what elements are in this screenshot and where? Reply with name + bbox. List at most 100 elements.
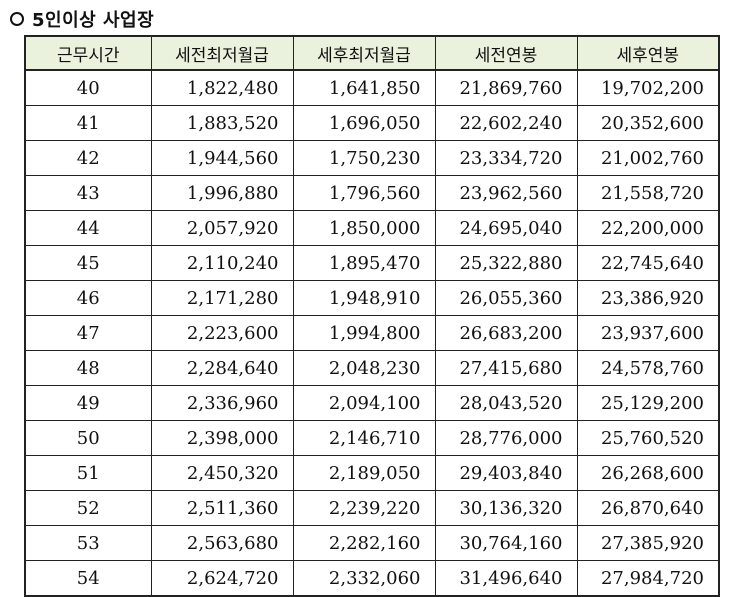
cell-hours: 41 [24,105,152,141]
cell-pretax-annual: 23,334,720 [434,140,578,176]
cell-aftertax-monthly: 1,994,800 [292,315,436,351]
cell-aftertax-annual: 25,760,520 [576,420,720,456]
cell-hours: 54 [24,560,152,597]
cell-pretax-monthly: 2,563,680 [150,525,294,561]
cell-aftertax-monthly: 2,189,050 [292,455,436,491]
cell-aftertax-annual: 27,984,720 [576,560,720,597]
table-row: 54 2,624,720 2,332,060 31,496,640 27,984,720 [24,560,720,597]
cell-pretax-monthly: 1,996,880 [150,175,294,211]
cell-aftertax-monthly: 2,239,220 [292,490,436,526]
column-header-hours: 근무시간 [24,35,152,71]
cell-aftertax-monthly: 1,850,000 [292,210,436,246]
cell-aftertax-monthly: 2,048,230 [292,350,436,386]
column-header-pretax-monthly: 세전최저월급 [150,35,294,71]
cell-aftertax-monthly: 2,332,060 [292,560,436,597]
cell-aftertax-monthly: 1,696,050 [292,105,436,141]
cell-aftertax-monthly: 1,796,560 [292,175,436,211]
table-row: 51 2,450,320 2,189,050 29,403,840 26,268,600 [24,455,720,491]
cell-pretax-annual: 22,602,240 [434,105,578,141]
cell-pretax-monthly: 2,398,000 [150,420,294,456]
cell-aftertax-monthly: 2,282,160 [292,525,436,561]
table-header-row: 근무시간 세전최저월급 세후최저월급 세전연봉 세후연봉 [24,35,720,71]
cell-hours: 48 [24,350,152,386]
cell-pretax-monthly: 2,450,320 [150,455,294,491]
table-row: 43 1,996,880 1,796,560 23,962,560 21,558,720 [24,175,720,211]
cell-pretax-monthly: 1,944,560 [150,140,294,176]
table-row: 42 1,944,560 1,750,230 23,334,720 21,002,760 [24,140,720,176]
section-heading: 5인이상 사업장 [10,6,154,32]
cell-aftertax-monthly: 2,146,710 [292,420,436,456]
cell-aftertax-annual: 21,002,760 [576,140,720,176]
cell-hours: 43 [24,175,152,211]
cell-pretax-annual: 28,776,000 [434,420,578,456]
cell-pretax-monthly: 2,110,240 [150,245,294,281]
cell-pretax-monthly: 2,624,720 [150,560,294,597]
section-heading-text: 5인이상 사업장 [32,10,155,31]
cell-aftertax-annual: 20,352,600 [576,105,720,141]
cell-pretax-monthly: 2,511,360 [150,490,294,526]
cell-hours: 50 [24,420,152,456]
cell-aftertax-monthly: 1,750,230 [292,140,436,176]
cell-pretax-annual: 21,869,760 [434,69,578,106]
cell-hours: 49 [24,385,152,421]
cell-hours: 40 [24,69,152,106]
cell-pretax-annual: 23,962,560 [434,175,578,211]
table-row: 49 2,336,960 2,094,100 28,043,520 25,129,200 [24,385,720,421]
table-row: 45 2,110,240 1,895,470 25,322,880 22,745,640 [24,245,720,281]
cell-hours: 45 [24,245,152,281]
table-row: 46 2,171,280 1,948,910 26,055,360 23,386,920 [24,280,720,316]
cell-aftertax-annual: 23,937,600 [576,315,720,351]
cell-hours: 47 [24,315,152,351]
cell-hours: 44 [24,210,152,246]
cell-hours: 46 [24,280,152,316]
cell-aftertax-annual: 23,386,920 [576,280,720,316]
column-header-aftertax-annual: 세후연봉 [576,35,720,71]
column-header-aftertax-monthly: 세후최저월급 [292,35,436,71]
cell-pretax-annual: 24,695,040 [434,210,578,246]
cell-pretax-annual: 25,322,880 [434,245,578,281]
cell-hours: 51 [24,455,152,491]
cell-aftertax-annual: 22,745,640 [576,245,720,281]
cell-pretax-monthly: 2,223,600 [150,315,294,351]
table-row: 40 1,822,480 1,641,850 21,869,760 19,702,200 [24,69,720,106]
cell-pretax-monthly: 1,822,480 [150,69,294,106]
table-row: 47 2,223,600 1,994,800 26,683,200 23,937,600 [24,315,720,351]
cell-pretax-monthly: 1,883,520 [150,105,294,141]
cell-aftertax-annual: 24,578,760 [576,350,720,386]
circle-bullet-icon [10,12,24,26]
cell-aftertax-annual: 19,702,200 [576,69,720,106]
cell-aftertax-monthly: 1,641,850 [292,69,436,106]
cell-aftertax-monthly: 1,948,910 [292,280,436,316]
cell-aftertax-monthly: 1,895,470 [292,245,436,281]
cell-pretax-annual: 30,136,320 [434,490,578,526]
cell-aftertax-annual: 22,200,000 [576,210,720,246]
cell-aftertax-annual: 26,268,600 [576,455,720,491]
cell-pretax-annual: 29,403,840 [434,455,578,491]
table-row: 53 2,563,680 2,282,160 30,764,160 27,385,920 [24,525,720,561]
cell-pretax-annual: 30,764,160 [434,525,578,561]
cell-pretax-monthly: 2,284,640 [150,350,294,386]
table-row: 41 1,883,520 1,696,050 22,602,240 20,352,600 [24,105,720,141]
column-header-pretax-annual: 세전연봉 [434,35,578,71]
table-body: 40 1,822,480 1,641,850 21,869,760 19,702,200… [24,69,720,597]
cell-pretax-annual: 27,415,680 [434,350,578,386]
table-row: 52 2,511,360 2,239,220 30,136,320 26,870,640 [24,490,720,526]
cell-hours: 52 [24,490,152,526]
table-row: 50 2,398,000 2,146,710 28,776,000 25,760,520 [24,420,720,456]
wage-table: 근무시간 세전최저월급 세후최저월급 세전연봉 세후연봉 40 1,822,480… [24,35,720,597]
cell-pretax-annual: 26,683,200 [434,315,578,351]
cell-pretax-annual: 31,496,640 [434,560,578,597]
cell-hours: 42 [24,140,152,176]
cell-aftertax-annual: 25,129,200 [576,385,720,421]
cell-aftertax-monthly: 2,094,100 [292,385,436,421]
cell-hours: 53 [24,525,152,561]
cell-pretax-monthly: 2,336,960 [150,385,294,421]
cell-aftertax-annual: 26,870,640 [576,490,720,526]
cell-pretax-monthly: 2,057,920 [150,210,294,246]
cell-aftertax-annual: 21,558,720 [576,175,720,211]
cell-aftertax-annual: 27,385,920 [576,525,720,561]
cell-pretax-annual: 28,043,520 [434,385,578,421]
cell-pretax-monthly: 2,171,280 [150,280,294,316]
table-row: 44 2,057,920 1,850,000 24,695,040 22,200,000 [24,210,720,246]
cell-pretax-annual: 26,055,360 [434,280,578,316]
